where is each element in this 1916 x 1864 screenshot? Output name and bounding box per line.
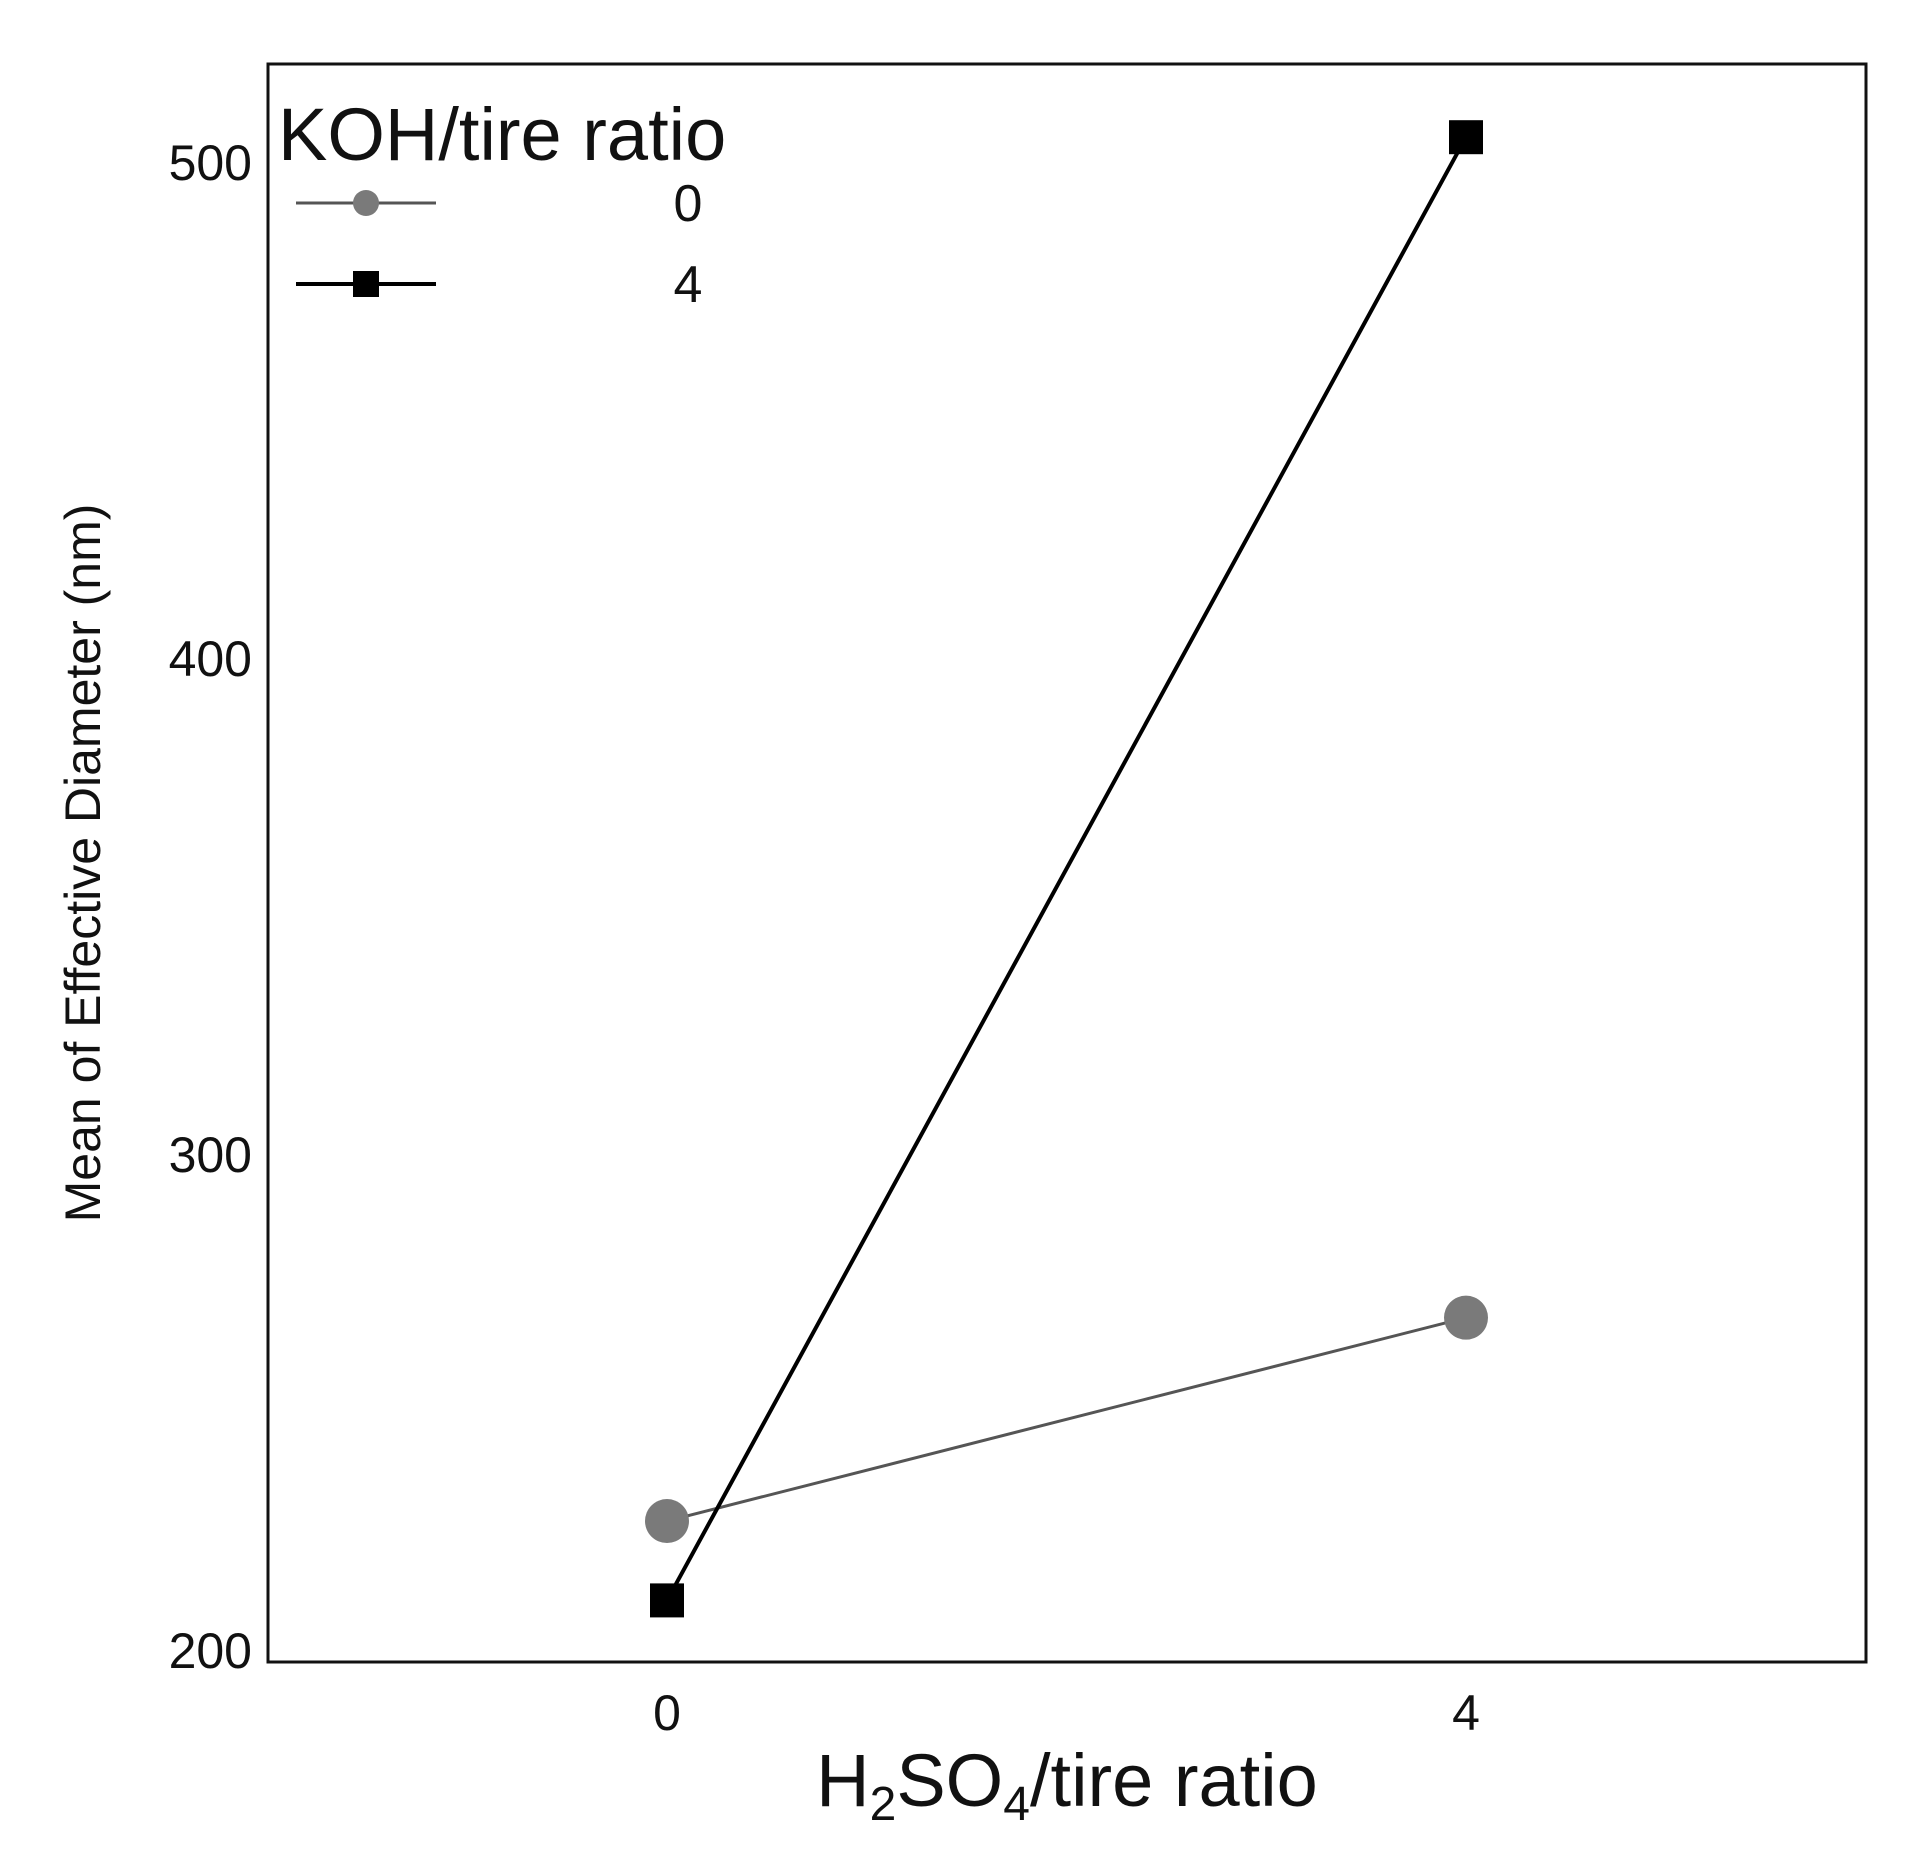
- x-axis-title-sub2: 4: [1003, 1778, 1030, 1831]
- legend-marker: [353, 190, 379, 216]
- legend: KOH/tire ratio 04: [278, 93, 726, 314]
- data-point: [1444, 1295, 1488, 1340]
- y-tick-label: 400: [169, 631, 252, 687]
- x-tick-label: 0: [653, 1685, 681, 1741]
- y-tick-label: 300: [169, 1127, 252, 1183]
- series-line: [665, 136, 1468, 1602]
- data-point: [1449, 120, 1483, 155]
- legend-label: 4: [674, 256, 703, 314]
- y-axis-ticks: 200 300 400 500: [169, 135, 252, 1679]
- legend-label: 0: [674, 175, 703, 233]
- plot-frame: [266, 62, 1868, 1664]
- data-point: [650, 1583, 684, 1618]
- series-line: [666, 1316, 1467, 1523]
- x-axis-title-sub1: 2: [870, 1778, 897, 1831]
- data-point: [645, 1499, 689, 1544]
- x-axis-title-mid: SO: [896, 1739, 1003, 1822]
- legend-title: KOH/tire ratio: [278, 93, 726, 176]
- x-tick-label: 4: [1452, 1685, 1480, 1741]
- x-axis-title: H2SO4/tire ratio: [816, 1739, 1318, 1831]
- y-axis-title: Mean of Effective Diameter (nm): [55, 504, 111, 1223]
- legend-marker: [353, 271, 379, 297]
- x-axis-title-main: H: [816, 1739, 869, 1822]
- series-layer: [645, 120, 1488, 1618]
- x-axis-title-tail: /tire ratio: [1030, 1739, 1318, 1822]
- y-tick-label: 200: [169, 1623, 252, 1679]
- y-tick-label: 500: [169, 135, 252, 191]
- legend-items: 04: [296, 175, 702, 314]
